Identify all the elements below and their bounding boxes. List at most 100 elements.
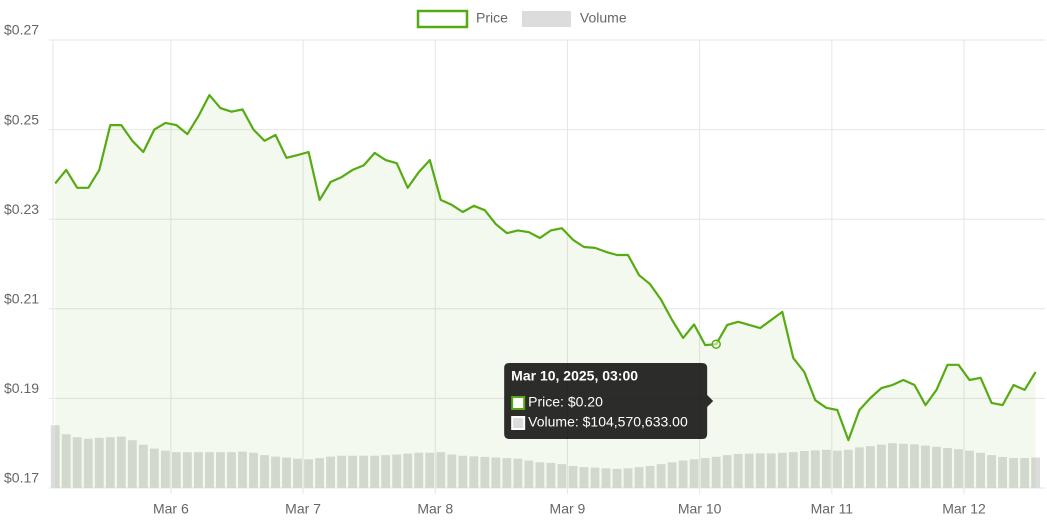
tooltip-title: Mar 10, 2025, 03:00 bbox=[511, 368, 638, 384]
y-tick-label: $0.23 bbox=[4, 201, 39, 217]
volume-bar bbox=[282, 457, 291, 488]
volume-bar bbox=[667, 462, 677, 488]
volume-bar bbox=[138, 444, 148, 488]
volume-bar bbox=[94, 437, 104, 488]
x-tick-label: Mar 9 bbox=[550, 501, 586, 517]
volume-bar bbox=[249, 452, 258, 488]
volume-bar bbox=[315, 458, 324, 488]
volume-bar bbox=[160, 450, 170, 488]
volume-bar bbox=[888, 443, 897, 488]
volume-bar bbox=[700, 458, 710, 488]
tooltip: Mar 10, 2025, 03:00 Price: $0.20 Volume: $… bbox=[504, 363, 714, 439]
volume-bar bbox=[524, 460, 534, 488]
volume-bar bbox=[568, 465, 578, 488]
y-tick-label: $0.21 bbox=[4, 291, 39, 307]
volume-bar bbox=[689, 459, 699, 488]
price-area bbox=[55, 95, 1036, 488]
volume-bar bbox=[61, 434, 71, 488]
volume-bar bbox=[50, 425, 60, 488]
volume-bar bbox=[535, 462, 545, 488]
volume-bar bbox=[1031, 457, 1041, 488]
volume-bar bbox=[216, 452, 225, 488]
volume-bar bbox=[480, 456, 490, 488]
volume-bar bbox=[149, 448, 159, 488]
volume-bar bbox=[865, 446, 875, 488]
volume-bar bbox=[83, 438, 93, 488]
volume-bar bbox=[116, 436, 126, 488]
legend-swatch bbox=[416, 9, 469, 29]
volume-bar bbox=[590, 467, 600, 488]
volume-bar bbox=[436, 452, 446, 488]
volume-bar bbox=[777, 452, 787, 488]
tooltip-box bbox=[504, 363, 714, 439]
volume-bar bbox=[579, 467, 589, 488]
y-tick-label: $0.19 bbox=[4, 380, 39, 396]
volume-bar bbox=[843, 449, 853, 488]
volume-bar bbox=[832, 450, 842, 488]
volume-bar bbox=[623, 468, 633, 488]
volume-bar bbox=[678, 460, 688, 488]
tooltip-item: Volume: $104,570,633.00 bbox=[528, 414, 688, 430]
volume-bar bbox=[821, 449, 831, 488]
volume-bar bbox=[976, 452, 985, 488]
volume-bar bbox=[72, 437, 82, 488]
volume-bar bbox=[425, 452, 435, 488]
volume-bar bbox=[965, 450, 974, 488]
price-line bbox=[54, 94, 1037, 442]
volume-bar bbox=[998, 456, 1007, 488]
hover-point bbox=[711, 339, 721, 349]
volume-bar bbox=[1009, 458, 1019, 488]
volume-bar bbox=[612, 468, 622, 488]
volume-bar bbox=[711, 456, 721, 488]
volume-bar bbox=[921, 445, 930, 488]
volume-bar bbox=[293, 458, 302, 488]
volume-bar bbox=[182, 452, 192, 488]
volume-bar bbox=[337, 455, 347, 488]
x-tick-label: Mar 8 bbox=[417, 501, 453, 517]
x-tick-label: Mar 6 bbox=[153, 501, 189, 517]
volume-bar bbox=[943, 447, 952, 488]
volume-bar bbox=[238, 451, 247, 488]
volume-bar bbox=[227, 452, 236, 488]
volume-bar bbox=[733, 453, 743, 488]
volume-bar bbox=[755, 453, 765, 488]
volume-bar bbox=[1020, 458, 1030, 488]
volume-bar bbox=[502, 458, 512, 488]
volume-bar bbox=[513, 458, 523, 488]
volume-bar bbox=[954, 449, 963, 488]
x-tick-label: Mar 12 bbox=[942, 501, 986, 517]
volume-bar bbox=[171, 452, 181, 488]
volume-bar bbox=[722, 455, 732, 488]
volume-bar bbox=[788, 452, 798, 488]
tooltip-swatch bbox=[511, 396, 526, 410]
volume-bar bbox=[799, 450, 809, 488]
volume-bar bbox=[458, 455, 468, 488]
x-tick-label: Mar 10 bbox=[678, 501, 722, 517]
volume-bar bbox=[557, 464, 567, 488]
volume-bar bbox=[392, 454, 402, 488]
volume-bar bbox=[469, 456, 479, 488]
volume-bar bbox=[194, 452, 203, 488]
x-tick-label: Mar 11 bbox=[811, 501, 854, 517]
x-tick-label: Mar 7 bbox=[285, 501, 321, 517]
volume-bar bbox=[414, 452, 424, 488]
legend-label: Volume bbox=[580, 10, 627, 26]
legend-label: Price bbox=[476, 10, 508, 26]
volume-bar bbox=[326, 456, 336, 488]
volume-bar bbox=[491, 457, 501, 488]
volume-bar bbox=[447, 454, 457, 488]
volume-bar bbox=[359, 455, 369, 488]
volume-bar bbox=[854, 447, 864, 488]
volume-bar bbox=[348, 455, 358, 488]
volume-bar bbox=[645, 465, 655, 488]
volume-bar bbox=[766, 453, 776, 488]
y-tick-label: $0.25 bbox=[4, 111, 39, 127]
volume-bar bbox=[932, 446, 941, 488]
volume-bar bbox=[810, 450, 820, 488]
volume-bar bbox=[656, 464, 666, 488]
volume-bar bbox=[899, 443, 908, 488]
y-tick-label: $0.27 bbox=[4, 22, 39, 38]
volume-bar bbox=[744, 453, 754, 488]
